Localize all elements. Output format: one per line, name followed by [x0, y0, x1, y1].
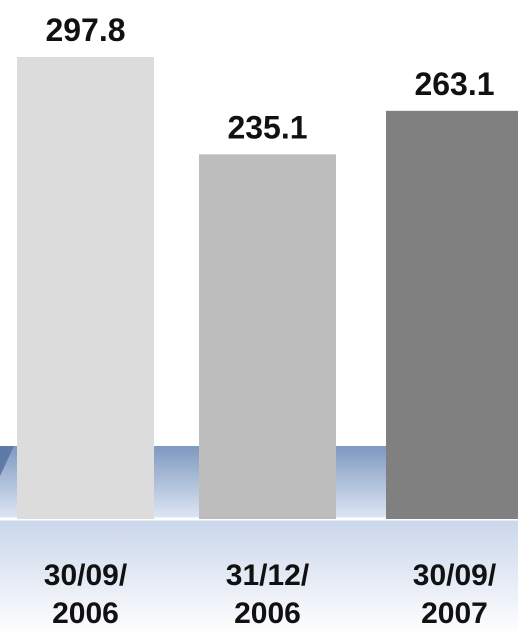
- x-tick-label-1-line1: 30/09/: [44, 559, 128, 592]
- bar-3: [386, 110, 518, 520]
- x-tick-label-2-line1: 31/12/: [226, 559, 310, 592]
- x-tick-label-1-line2: 2006: [52, 597, 119, 630]
- value-label-2: 235.1: [227, 109, 307, 145]
- floor-band-slant: [0, 446, 14, 476]
- value-label-1: 297.8: [45, 12, 125, 48]
- x-tick-label-3-line1: 30/09/: [413, 559, 497, 592]
- bars-group: [17, 57, 518, 520]
- value-label-3: 263.1: [414, 66, 494, 102]
- x-tick-label-2-line2: 2006: [234, 597, 301, 630]
- floor-base: [0, 518, 518, 636]
- value-labels-group: 297.8 235.1 263.1: [45, 12, 494, 145]
- bar-1: [17, 57, 154, 519]
- bar-2: [199, 154, 336, 520]
- x-tick-labels-group: 30/09/2006 31/12/2006 30/09/2007: [44, 559, 497, 630]
- x-tick-label-3-line2: 2007: [421, 597, 488, 630]
